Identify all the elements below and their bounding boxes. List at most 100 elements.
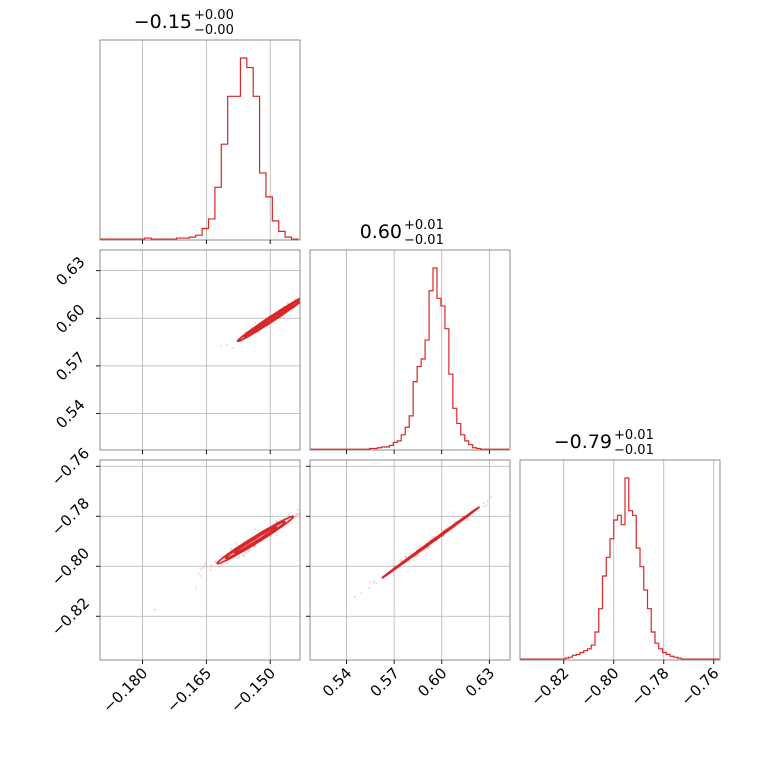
sample-point (432, 536, 435, 539)
y-tick-label: 0.57 (52, 348, 88, 384)
sample-point (307, 289, 309, 291)
sample-point (229, 547, 233, 550)
sample-point (236, 556, 239, 559)
sample-point (242, 554, 245, 557)
sample-point (295, 514, 298, 517)
title-lower-error: −0.01 (614, 443, 654, 458)
sample-point (373, 581, 376, 584)
panel-1-0: 0.54 0.57 0.60 0.63 (52, 249, 361, 454)
axes-frame (519, 459, 721, 661)
sample-point (286, 518, 290, 521)
y-tick-label: −0.82 (48, 594, 93, 639)
x-tick-label: −0.76 (677, 664, 722, 709)
sample-point (241, 554, 245, 557)
sample-point (313, 291, 315, 293)
sample-point (288, 513, 291, 516)
sample-point (392, 565, 395, 568)
x-tick-label: 0.54 (319, 664, 355, 700)
sample-point (405, 556, 408, 559)
sample-point (286, 302, 289, 305)
sample-point (204, 561, 208, 565)
sample-point (398, 560, 401, 563)
sample-point (323, 283, 325, 285)
sample-point (254, 528, 257, 531)
contour-level-2 (233, 526, 278, 554)
sample-point (295, 512, 299, 515)
sample-point (214, 560, 217, 563)
sample-point (275, 520, 278, 523)
sample-point (199, 574, 202, 578)
axes-frame (99, 249, 301, 451)
x-tick-label: −0.78 (627, 664, 672, 709)
sample-point (452, 521, 455, 524)
sample-point (412, 558, 415, 561)
sample-point (220, 563, 223, 566)
sample-point (359, 259, 361, 261)
sample-point (430, 536, 433, 539)
sample-point (325, 279, 327, 281)
panel-content (100, 57, 300, 240)
sample-point (153, 608, 156, 612)
sample-point (235, 541, 238, 545)
sample-point (209, 565, 212, 568)
sample-point (297, 513, 300, 516)
title-upper-error: +0.00 (194, 8, 234, 23)
y-tick-label: −0.76 (48, 444, 93, 489)
sample-point (327, 284, 329, 286)
panel-title-2: −0.79 +0.01−0.01 (554, 428, 654, 458)
axes-frame (99, 39, 301, 241)
panel-2-2: −0.82 −0.80 −0.78 −0.76 (519, 459, 723, 709)
sample-point (246, 549, 249, 552)
sample-point (353, 595, 356, 599)
sample-point (302, 518, 304, 520)
histogram-2 (520, 477, 720, 660)
sample-point (210, 563, 213, 566)
sample-point (312, 287, 314, 289)
histogram-1 (310, 267, 510, 450)
panel-content (219, 259, 361, 349)
sample-point (409, 552, 412, 555)
sample-point (415, 555, 418, 558)
sample-point (238, 555, 241, 559)
x-tick-label: −0.180 (99, 664, 151, 716)
axes-frame (309, 249, 511, 451)
x-tick-label: 0.57 (367, 664, 403, 700)
sample-point (220, 555, 224, 558)
sample-point (219, 344, 222, 348)
y-tick-label: 0.63 (52, 253, 88, 289)
panel-1-1 (309, 249, 511, 454)
sample-point (427, 546, 430, 549)
sample-point (287, 522, 290, 525)
sample-point (466, 519, 469, 522)
sample-point (441, 529, 444, 532)
contour-level-1 (224, 520, 287, 560)
sample-point (275, 520, 278, 523)
y-tick-label: 0.54 (52, 396, 88, 432)
panel-title-1: 0.60 +0.01−0.01 (360, 218, 444, 248)
sample-point (373, 579, 376, 582)
sample-point (314, 292, 316, 294)
sample-point (414, 555, 417, 558)
contour-level-2 (251, 304, 293, 333)
sample-point (214, 561, 217, 564)
sample-point (367, 586, 370, 590)
sample-point (482, 501, 485, 505)
title-lower-error: −0.01 (404, 233, 444, 248)
sample-point (209, 568, 212, 572)
sample-point (447, 525, 450, 528)
title-lower-error: −0.00 (194, 23, 234, 38)
panel-0-0 (99, 39, 301, 244)
sample-point (489, 496, 493, 499)
axes-frame (309, 459, 511, 661)
panel-content (353, 496, 493, 599)
x-tick-label: −0.80 (577, 664, 622, 709)
histogram-0 (100, 57, 300, 240)
panel-title-0: −0.15 +0.00−0.00 (134, 8, 234, 38)
sample-point (404, 555, 407, 559)
x-tick-label: 0.60 (414, 664, 450, 700)
y-tick-label: −0.78 (48, 494, 93, 539)
sample-point (253, 321, 257, 324)
sample-point (203, 563, 206, 566)
sample-point (360, 591, 363, 595)
